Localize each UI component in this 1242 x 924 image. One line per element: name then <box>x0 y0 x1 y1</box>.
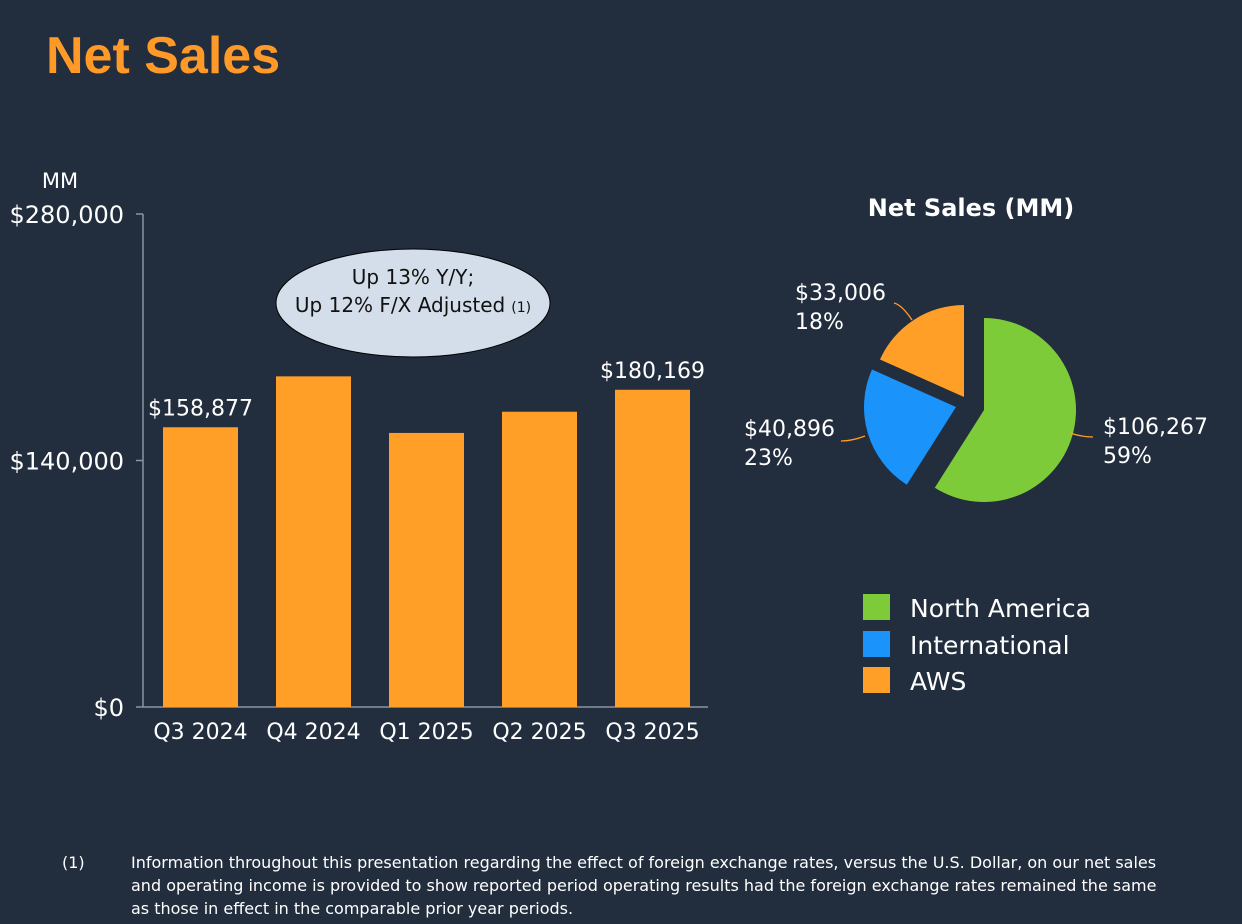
pie-slice-north-america <box>934 318 1077 502</box>
footnote-text: Information throughout this presentation… <box>131 853 1157 918</box>
slice-label-international: $40,896 23% <box>744 417 835 471</box>
north-america-percent: 59% <box>1103 444 1152 469</box>
bar-q2-2025 <box>502 411 577 707</box>
y-tick-label: $0 <box>93 694 124 722</box>
growth-callout: Up 13% Y/Y; Up 12% F/X Adjusted (1) <box>275 248 551 358</box>
x-tick-label: Q4 2024 <box>266 720 360 745</box>
callout-line-1: Up 13% Y/Y; <box>352 265 474 289</box>
page-title: Net Sales <box>46 27 281 85</box>
legend-swatch-north-america <box>863 594 890 620</box>
international-value: $40,896 <box>744 417 835 442</box>
y-tick-label: $280,000 <box>9 201 124 229</box>
legend: North America International AWS <box>863 594 1091 696</box>
callout-ellipse <box>275 248 551 358</box>
bar-q4-2024 <box>276 376 351 707</box>
international-percent: 23% <box>744 446 793 471</box>
leader-international <box>840 435 866 442</box>
bar-data-label: $180,169 <box>600 359 705 384</box>
north-america-value: $106,267 <box>1103 415 1208 440</box>
slice-label-aws: $33,006 18% <box>795 281 886 335</box>
pie-title: Net Sales (MM) <box>868 194 1075 222</box>
callout-line-2: Up 12% F/X Adjusted (1) <box>295 293 531 317</box>
bar-q1-2025 <box>389 432 464 707</box>
callout-footnote-ref: (1) <box>511 300 531 316</box>
slice-label-north-america: $106,267 59% <box>1103 415 1208 469</box>
legend-label-international: International <box>910 631 1070 660</box>
bar-data-label: $158,877 <box>148 396 253 421</box>
aws-value: $33,006 <box>795 281 886 306</box>
x-tick-label: Q2 2025 <box>492 720 586 745</box>
legend-swatch-aws <box>863 667 890 693</box>
x-tick-label: Q1 2025 <box>379 720 473 745</box>
y-unit-label: MM <box>42 169 78 193</box>
aws-percent: 18% <box>795 310 844 335</box>
bar-q3-2024 <box>163 427 238 707</box>
legend-swatch-international <box>863 631 890 657</box>
pie-slice-international <box>864 369 956 485</box>
x-tick-label: Q3 2025 <box>605 720 699 745</box>
leader-north-america <box>1069 432 1094 438</box>
x-tick-label: Q3 2024 <box>153 720 247 745</box>
callout-line-2-text: Up 12% F/X Adjusted <box>295 293 505 317</box>
leader-aws <box>893 302 913 321</box>
pie-chart: Net Sales (MM) $106,267 59% $40,896 23% … <box>744 194 1208 696</box>
legend-label-north-america: North America <box>910 594 1091 623</box>
footnote-number: (1) <box>62 853 85 872</box>
pie-slice-aws <box>879 305 964 397</box>
legend-label-aws: AWS <box>910 667 966 696</box>
y-tick-label: $140,000 <box>9 448 124 476</box>
bar-q3-2025 <box>615 389 690 707</box>
bar-chart: MM $0 $140,000 $280,000 Q3 2024 Q4 2024 Q1 2… <box>9 169 708 745</box>
